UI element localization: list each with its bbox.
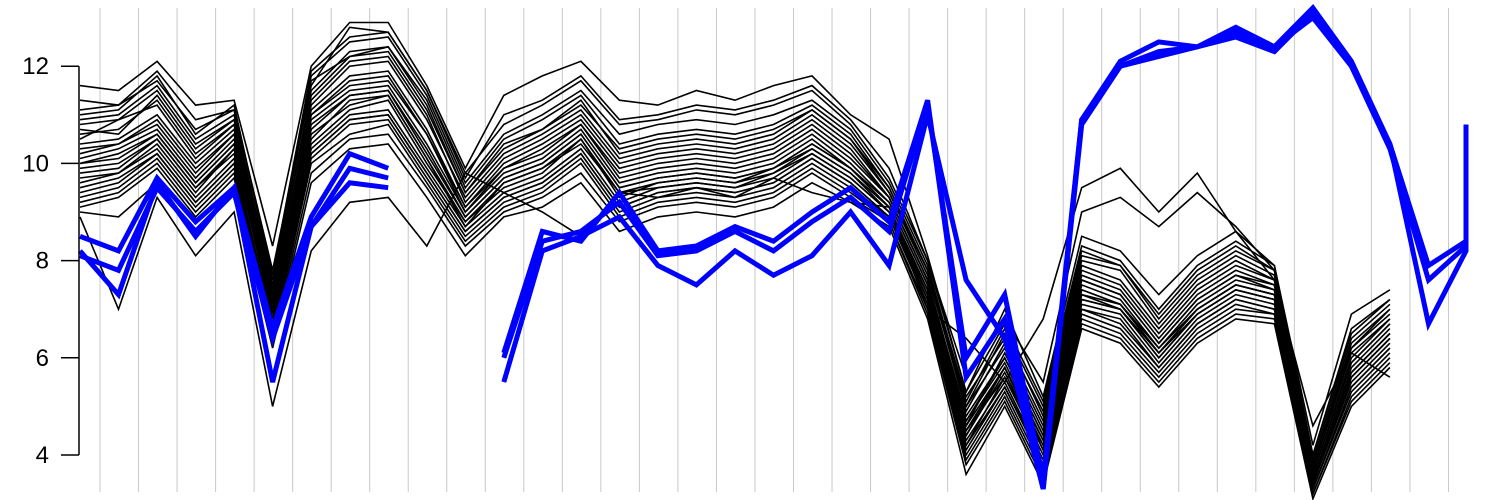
background-series-line-7 <box>79 143 1391 500</box>
background-series-line-4 <box>79 123 1391 497</box>
y-tick-label: 6 <box>36 345 49 372</box>
background-series-line-18 <box>79 84 1391 483</box>
y-axis-ticks: 4 6 8 10 12 <box>22 53 79 469</box>
background-series-group <box>79 21 1391 500</box>
y-tick-label: 8 <box>36 248 49 275</box>
y-tick-label: 12 <box>22 53 49 80</box>
background-series-line-17 <box>79 109 1391 488</box>
y-tick-label: 4 <box>36 442 49 469</box>
highlight-series-group <box>78 4 1469 490</box>
background-series-line-24 <box>79 133 1391 497</box>
background-series-line-16 <box>79 45 1391 468</box>
background-series-line-6 <box>79 21 1391 446</box>
background-series-line-21 <box>79 50 1391 468</box>
background-series-line-25 <box>79 31 1391 459</box>
y-tick-label: 10 <box>22 150 49 177</box>
highlight-series-line-3 <box>78 8 1469 490</box>
background-series-line-20 <box>79 113 1391 492</box>
background-series-line-23 <box>79 75 1391 478</box>
background-series-line-15 <box>79 118 1391 492</box>
vertical-guide-lines <box>99 8 1449 492</box>
background-series-line-26 <box>79 89 1391 483</box>
y-axis: 4 6 8 10 12 <box>22 53 80 469</box>
background-series-line-22 <box>79 94 1391 488</box>
background-series-line-19 <box>79 60 1391 473</box>
